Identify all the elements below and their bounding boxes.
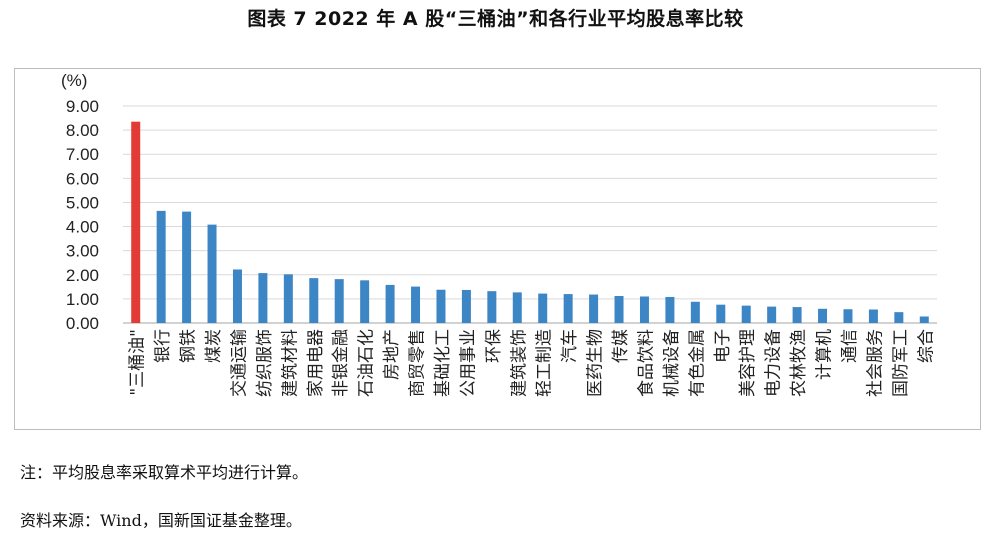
bar: [131, 121, 141, 323]
x-category-label: 有色金属: [687, 329, 707, 397]
bar: [232, 269, 242, 323]
x-category-label: 电子: [713, 329, 733, 363]
bar: [690, 301, 700, 323]
x-category-label: 建筑装饰: [509, 329, 529, 397]
x-category-label: 煤炭: [204, 329, 224, 363]
y-tick-label: 4.00: [66, 218, 99, 237]
bar: [563, 294, 573, 323]
x-category-label: 商贸零售: [408, 329, 428, 397]
x-category-label: 纺织服饰: [255, 329, 275, 397]
y-tick-label: 1.00: [66, 290, 99, 309]
x-category-label: 社会服务: [865, 329, 885, 397]
bar: [411, 286, 421, 323]
source-note: 资料来源：Wind，国新国证基金整理。: [20, 511, 302, 530]
bar: [487, 291, 497, 323]
x-category-label: 交通运输: [229, 329, 249, 397]
bar: [461, 289, 471, 323]
x-category-label: 电力设备: [764, 329, 784, 397]
x-category-label: 轻工制造: [535, 329, 555, 397]
x-category-label: 基础化工: [433, 329, 453, 397]
bar: [156, 210, 166, 323]
bar: [792, 307, 802, 323]
x-category-label: 计算机: [815, 329, 835, 380]
y-tick-label: 6.00: [66, 169, 99, 188]
x-category-label: 食品饮料: [636, 329, 656, 397]
x-category-label: 环保: [484, 329, 504, 363]
bar: [818, 308, 828, 323]
bar: [716, 304, 726, 323]
x-category-label: 机械设备: [662, 329, 682, 397]
method-note: 注：平均股息率采取算术平均进行计算。: [20, 463, 309, 482]
bar: [589, 294, 599, 323]
bar: [538, 293, 548, 323]
bar: [665, 296, 675, 323]
x-category-label: 钢铁: [179, 329, 199, 363]
bar: [283, 274, 293, 323]
bar: [741, 305, 751, 323]
y-tick-label: 2.00: [66, 266, 99, 285]
chart-frame: 0.00 1.00 2.00 3.00 4.00 5.00 6.00 7.00 8.00 9.00…: [14, 68, 981, 430]
bar: [436, 289, 446, 323]
x-category-label: 公用事业: [458, 329, 478, 397]
bar: [639, 296, 649, 323]
x-category-label: 农林牧渔: [789, 329, 809, 397]
bar: [207, 224, 217, 323]
bar: [767, 306, 777, 323]
x-category-label: 汽车: [560, 329, 580, 363]
bar: [512, 292, 522, 323]
bar: [182, 211, 192, 323]
x-category-label: 医药生物: [586, 329, 606, 397]
x-category-label: 家用电器: [306, 329, 326, 397]
x-category-label: 传媒: [611, 329, 631, 363]
bar: [614, 295, 624, 323]
y-tick-label: 9.00: [66, 97, 99, 116]
x-category-label: "三桶油": [128, 329, 148, 396]
x-category-label: 非银金融: [331, 329, 351, 397]
x-category-label: 石油石化: [357, 329, 377, 397]
bar: [894, 312, 904, 323]
y-tick-label: 7.00: [66, 145, 99, 164]
x-category-label: 建筑材料: [280, 329, 300, 397]
y-tick-label: 0.00: [66, 314, 99, 333]
bar: [868, 309, 878, 323]
y-tick-label: 3.00: [66, 242, 99, 261]
y-axis-unit-label: (%): [61, 71, 87, 90]
x-category-label: 房地产: [382, 329, 402, 380]
bar: [843, 309, 853, 323]
bar: [334, 279, 344, 323]
y-tick-label: 8.00: [66, 121, 99, 140]
x-category-label: 美容护理: [738, 329, 758, 397]
x-category-label: 国防军工: [891, 329, 911, 397]
x-category-label: 综合: [916, 329, 936, 363]
y-tick-label: 5.00: [66, 193, 99, 212]
bar: [919, 316, 929, 323]
bar: [309, 278, 319, 323]
x-category-label: 银行: [153, 329, 173, 363]
x-category-label: 通信: [840, 329, 860, 363]
chart-title: 图表 7 2022 年 A 股“三桶油”和各行业平均股息率比较: [247, 8, 744, 30]
bar: [360, 280, 370, 323]
bar-chart: 0.00 1.00 2.00 3.00 4.00 5.00 6.00 7.00 8.00 9.00…: [61, 71, 937, 397]
bar: [385, 284, 395, 323]
bar: [258, 273, 268, 323]
